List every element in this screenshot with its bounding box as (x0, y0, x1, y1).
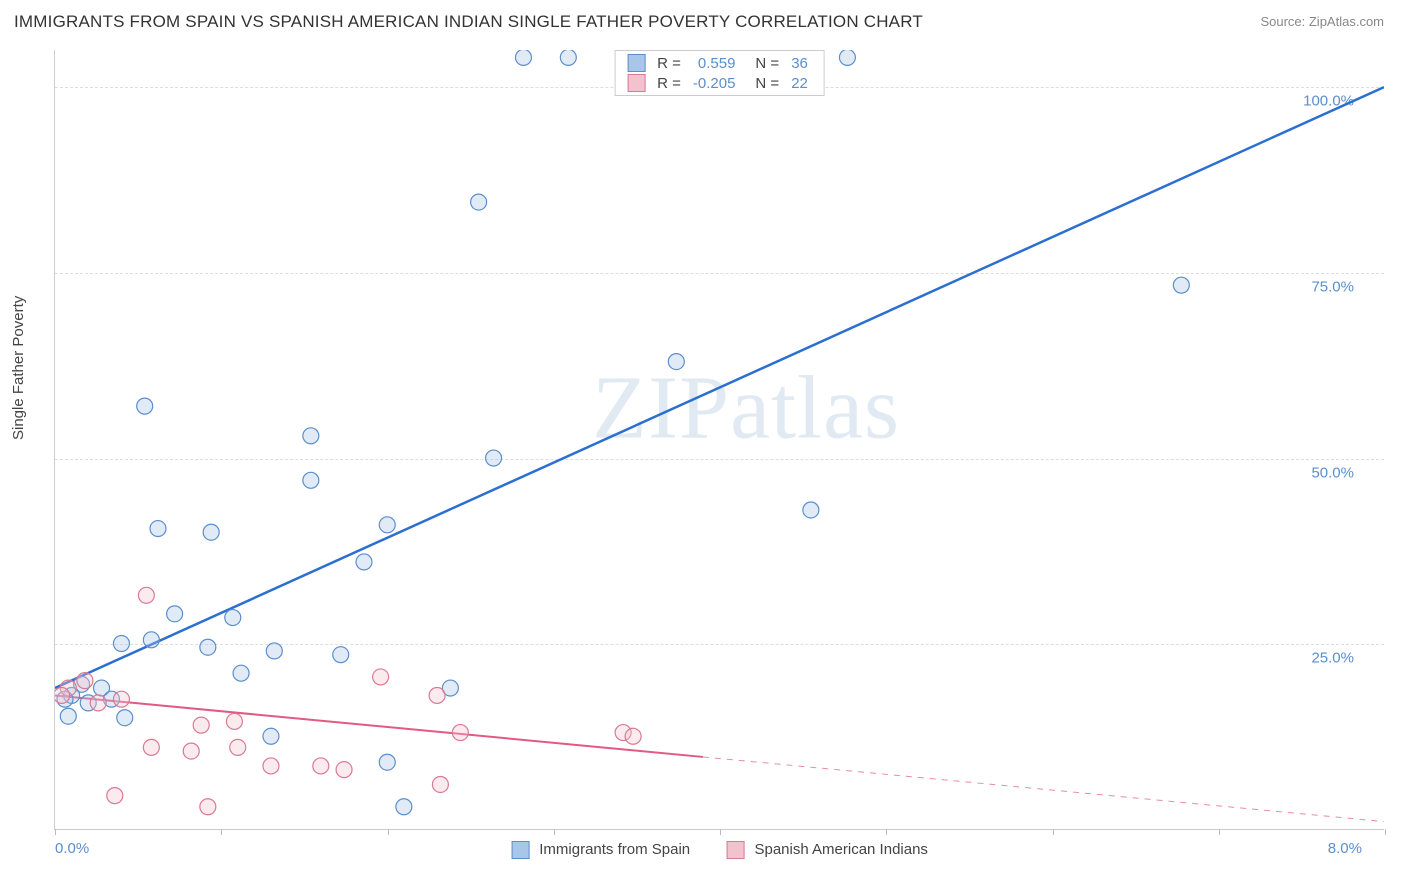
swatch-series-2-bottom (726, 841, 744, 859)
legend-n-value-1: 36 (785, 53, 814, 73)
swatch-series-2 (627, 74, 645, 92)
legend-item-2: Spanish American Indians (726, 841, 928, 858)
x-axis-min-label: 0.0% (55, 840, 89, 857)
x-tick (1053, 829, 1054, 835)
legend-row-series-1: R = 0.559 N = 36 (621, 53, 814, 73)
x-axis-max-label: 8.0% (1328, 840, 1362, 857)
x-tick (221, 829, 222, 835)
swatch-series-1-bottom (511, 841, 529, 859)
legend-r-label: R = (651, 73, 687, 93)
legend-series: Immigrants from Spain Spanish American I… (495, 841, 944, 859)
x-tick (720, 829, 721, 835)
x-tick (1219, 829, 1220, 835)
legend-correlation: R = 0.559 N = 36 R = -0.205 N = 22 (614, 50, 825, 96)
legend-n-label: N = (741, 53, 785, 73)
swatch-series-1 (627, 54, 645, 72)
source-label: Source: ZipAtlas.com (1260, 14, 1384, 29)
legend-n-label: N = (741, 73, 785, 93)
chart-title: IMMIGRANTS FROM SPAIN VS SPANISH AMERICA… (14, 12, 923, 32)
x-tick (55, 829, 56, 835)
y-axis-label: Single Father Poverty (10, 296, 27, 440)
legend-r-value-2: -0.205 (687, 73, 742, 93)
legend-n-value-2: 22 (785, 73, 814, 93)
x-tick (886, 829, 887, 835)
chart-svg (55, 50, 1384, 829)
x-tick (388, 829, 389, 835)
x-tick (554, 829, 555, 835)
legend-r-value-1: 0.559 (687, 53, 742, 73)
legend-r-label: R = (651, 53, 687, 73)
legend-item-1: Immigrants from Spain (511, 841, 694, 858)
legend-label-2: Spanish American Indians (754, 841, 927, 858)
plot-area: ZIPatlas R = 0.559 N = 36 R = -0.205 N =… (54, 50, 1384, 830)
legend-label-1: Immigrants from Spain (539, 841, 690, 858)
legend-row-series-2: R = -0.205 N = 22 (621, 73, 814, 93)
x-tick (1385, 829, 1386, 835)
